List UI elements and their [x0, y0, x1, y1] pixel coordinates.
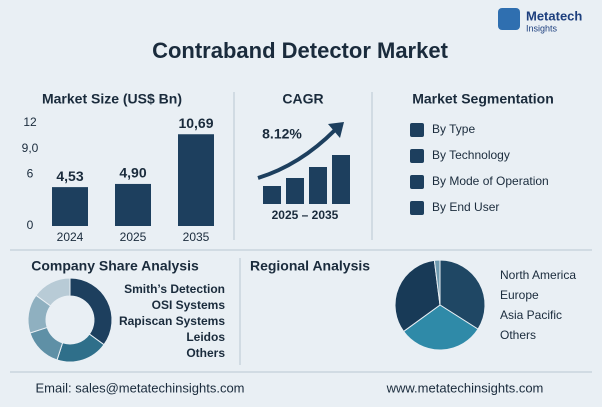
logo-name: Metatech [526, 8, 582, 23]
section-title: CAGR [282, 91, 323, 107]
logo-icon [498, 8, 520, 30]
segment-label: By Type [432, 122, 475, 136]
x-tick-label: 2025 [120, 230, 147, 244]
segment-label: By Mode of Operation [432, 174, 549, 188]
y-tick-label: 9,0 [22, 141, 39, 155]
section-title: Market Size (US$ Bn) [42, 91, 182, 107]
segment-icon [410, 175, 424, 189]
bar [115, 183, 151, 226]
legend-label: Others [186, 346, 225, 360]
value-label: 10,69 [178, 115, 213, 131]
segment-icon [410, 149, 424, 163]
segment-label: By Technology [432, 148, 510, 162]
title: Contraband Detector Market [152, 38, 449, 63]
slice [433, 259, 441, 306]
slice [394, 259, 441, 333]
value-label: 4,53 [56, 168, 83, 184]
legend-label: Europe [500, 288, 539, 302]
legend-label: Leidos [186, 330, 225, 344]
segment-icon [410, 123, 424, 137]
value-label: 4,90 [119, 165, 146, 181]
legend-label: OSI Systems [152, 298, 226, 312]
section-title: Regional Analysis [250, 258, 370, 274]
legend-label: Asia Pacific [500, 308, 562, 322]
cagr-period: 2025 – 2035 [272, 208, 339, 222]
y-tick-label: 6 [27, 167, 34, 181]
legend-label: North America [500, 268, 576, 282]
slice [402, 304, 479, 351]
y-tick-label: 12 [23, 115, 37, 129]
slice [69, 277, 113, 346]
section-title: Company Share Analysis [31, 258, 199, 274]
slice [29, 326, 64, 361]
legend-label: Rapiscan Systems [119, 314, 225, 328]
legend-label: Smith’s Detection [124, 282, 225, 296]
y-tick-label: 0 [27, 218, 34, 232]
cagr-icon [257, 122, 350, 204]
x-tick-label: 2035 [183, 230, 210, 244]
email: Email: sales@metatechinsights.com [36, 380, 245, 395]
bar [52, 187, 88, 226]
segment-icon [410, 201, 424, 215]
slice [35, 277, 71, 307]
bar [178, 134, 214, 226]
website: www.metatechinsights.com [386, 380, 544, 395]
segment-label: By End User [432, 200, 499, 214]
logo-tagline: Insights [526, 23, 558, 33]
x-tick-label: 2024 [57, 230, 84, 244]
section-title: Market Segmentation [412, 91, 554, 107]
legend-label: Others [500, 328, 536, 342]
cagr-value: 8.12% [262, 126, 302, 142]
